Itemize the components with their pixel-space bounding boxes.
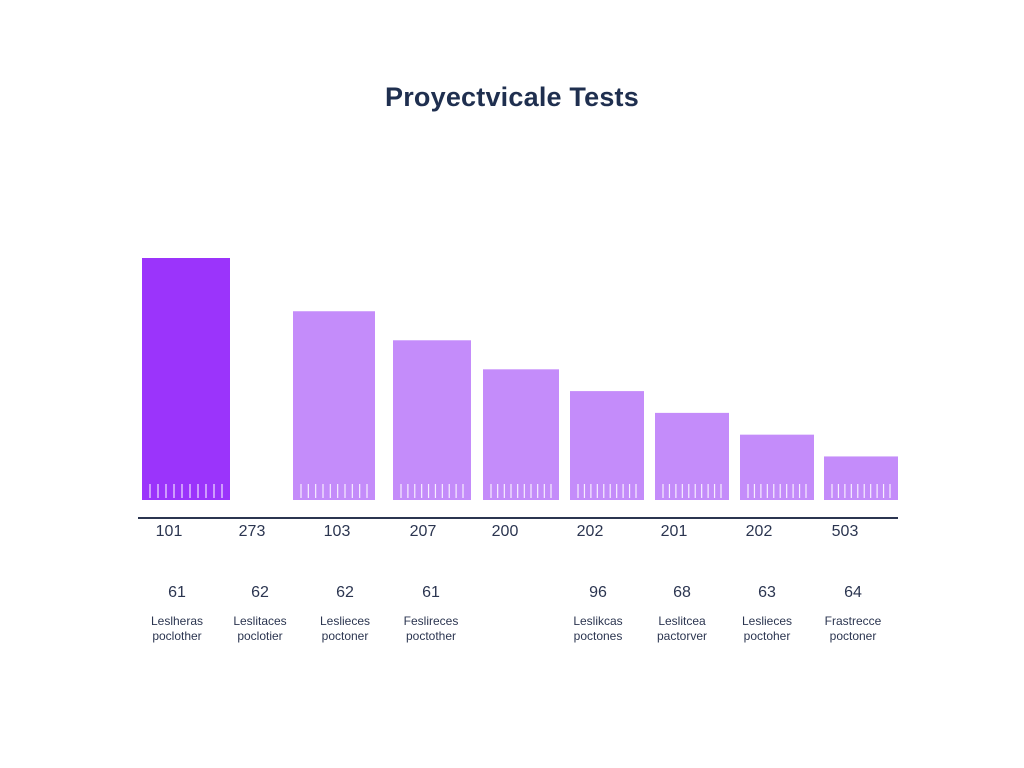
caption-line: poctoher <box>744 629 791 643</box>
caption-line: Frastrecce <box>825 614 882 628</box>
labels-group: 10161Leslheraspoclother27362Leslitacespo… <box>151 523 882 643</box>
x-tick-label: 273 <box>239 523 266 540</box>
caption-line: Leslitaces <box>233 614 286 628</box>
bar-503 <box>824 456 898 500</box>
caption-line: poctoner <box>830 629 877 643</box>
x-tick-label: 201 <box>661 523 688 540</box>
bar-202 <box>740 434 814 500</box>
x-tick-label: 101 <box>156 523 183 540</box>
bar-202 <box>570 391 644 500</box>
caption-line: poctones <box>574 629 623 643</box>
caption-line: Leslikcas <box>573 614 622 628</box>
sub-label: 96 <box>589 584 607 601</box>
caption-line: Leslieces <box>320 614 370 628</box>
sub-label: 62 <box>336 584 354 601</box>
x-tick-label: 207 <box>410 523 437 540</box>
caption-line: poctoner <box>322 629 369 643</box>
x-tick-label: 503 <box>832 523 859 540</box>
caption-line: poctother <box>406 629 456 643</box>
bar-200 <box>483 369 559 500</box>
x-tick-label: 202 <box>746 523 773 540</box>
sub-label: 63 <box>758 584 776 601</box>
bar-103 <box>293 311 375 500</box>
caption-line: Leslitcea <box>658 614 706 628</box>
bar-201 <box>655 412 729 500</box>
sub-label: 61 <box>168 584 186 601</box>
x-tick-label: 200 <box>492 523 519 540</box>
caption-line: Leslheras <box>151 614 203 628</box>
sub-label: 61 <box>422 584 440 601</box>
caption-line: Feslireces <box>404 614 459 628</box>
caption-line: Leslieces <box>742 614 792 628</box>
sub-label: 62 <box>251 584 269 601</box>
caption-line: poclotier <box>237 629 282 643</box>
sub-label: 68 <box>673 584 691 601</box>
bar-101 <box>142 258 230 500</box>
bar-207 <box>393 340 471 500</box>
x-tick-label: 202 <box>577 523 604 540</box>
chart-title: Proyectvicale Tests <box>385 82 639 112</box>
x-tick-label: 103 <box>324 523 351 540</box>
caption-line: poclother <box>152 629 201 643</box>
caption-line: pactorver <box>657 629 707 643</box>
bars-group <box>142 258 898 500</box>
sub-label: 64 <box>844 584 862 601</box>
